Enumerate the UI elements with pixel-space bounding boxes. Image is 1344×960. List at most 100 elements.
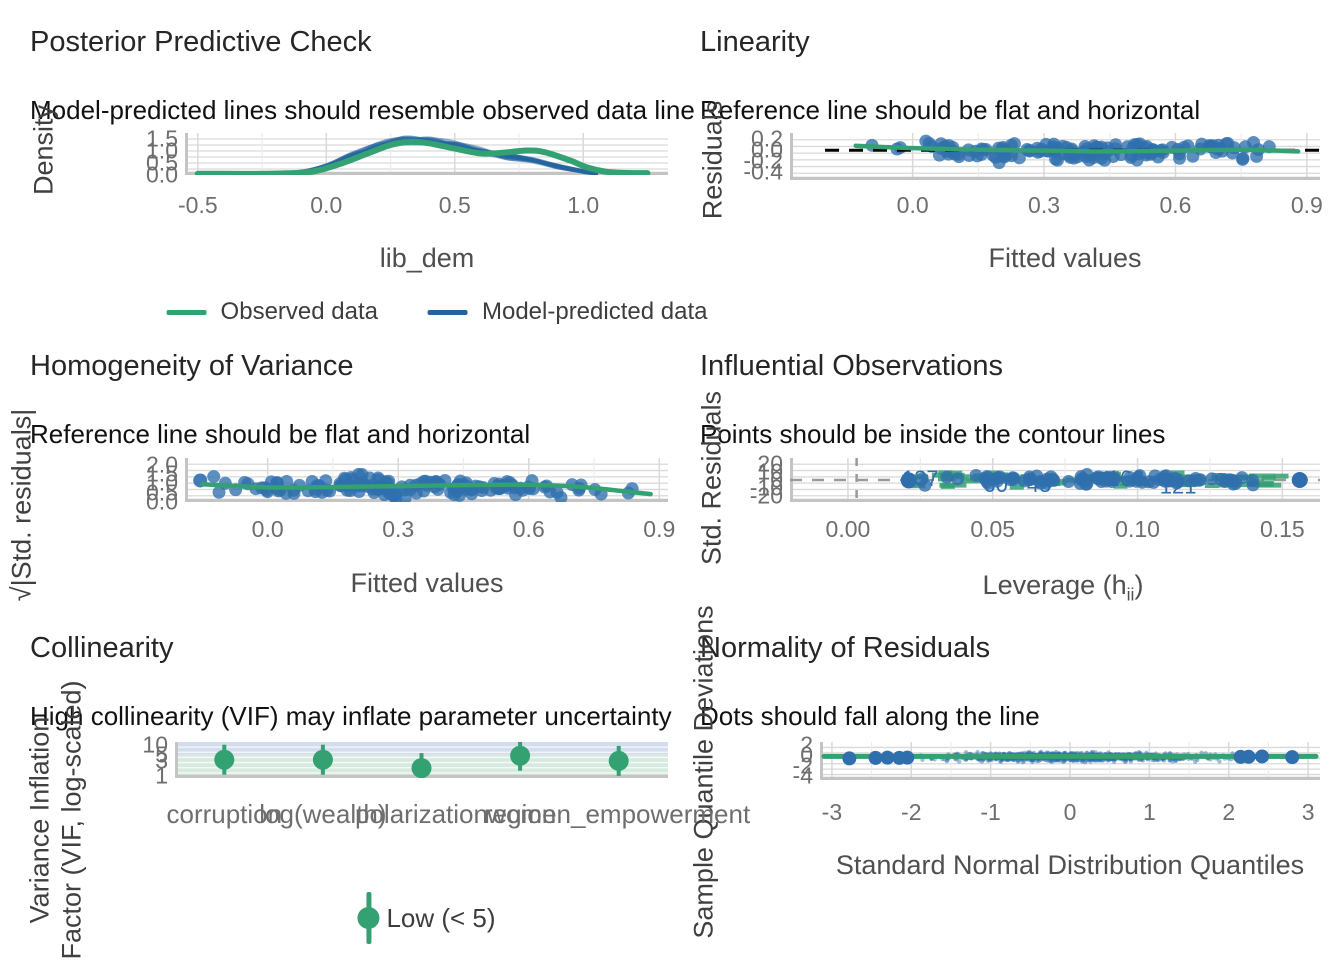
tick-label: 0 <box>1063 799 1077 825</box>
tick-label: 1 <box>1142 799 1156 825</box>
tick-label: corruption <box>166 799 283 829</box>
tick-label: polarization <box>355 799 488 829</box>
tick-label: -0.2 <box>743 147 783 174</box>
tick-label: 2.0 <box>146 451 178 478</box>
tick-label: 1.0 <box>567 192 600 218</box>
svg-text:137: 137 <box>902 466 939 491</box>
tick-label: 0 <box>800 741 813 768</box>
tick-label: -2 <box>792 752 813 779</box>
tick-label: region <box>483 799 557 829</box>
influential-y-axis-label: Std. Residuals <box>696 390 727 566</box>
tick-label: 0.6 <box>1159 192 1192 218</box>
legend-item-predicted: Model-predicted data <box>427 298 707 326</box>
svg-text:166: 166 <box>1108 466 1145 491</box>
homogeneity-y-axis-label: √|Std. residuals| <box>6 408 37 602</box>
tick-label: 10 <box>757 458 783 485</box>
tick-label: 5 <box>155 741 168 768</box>
tick-label: -10 <box>749 474 783 501</box>
tick-label: 0.0 <box>146 161 178 188</box>
linearity-title: Linearity <box>700 26 810 58</box>
tick-label: 0.15 <box>1259 516 1305 542</box>
tick-label: 0 <box>770 466 783 493</box>
homogeneity-title: Homogeneity of Variance <box>30 350 354 382</box>
svg-text:121: 121 <box>1160 474 1197 499</box>
ppc-x-axis-label: lib_dem <box>379 243 475 273</box>
tick-label: 0.0 <box>751 136 783 163</box>
linearity-y-axis-label: Residuals <box>697 100 728 220</box>
tick-label: women_empowerment <box>487 799 751 829</box>
svg-text:45: 45 <box>1027 472 1051 497</box>
influential-plot: 137 60 45 166 121 <box>790 458 1320 502</box>
collinearity-plot <box>175 742 668 778</box>
tick-label: 0.3 <box>1028 192 1061 218</box>
tick-label: 0.5 <box>146 479 178 506</box>
ppc-legend: Observed data Model-predicted data <box>149 298 726 326</box>
influential-subtitle: Points should be inside the contour line… <box>700 419 1166 449</box>
legend-item-observed: Observed data <box>166 298 378 326</box>
influential-x-axis-label: Leverage (hii) <box>982 570 1144 605</box>
tick-label: 0.9 <box>1290 192 1323 218</box>
linearity-x-axis-label: Fitted values <box>988 243 1142 273</box>
collinearity-y-axis-label-line2: Factor (VIF, log-scaled) <box>56 680 87 960</box>
tick-label: 1 <box>155 762 168 789</box>
ppc-plot <box>185 133 668 175</box>
homogeneity-plot <box>185 458 668 502</box>
homogeneity-x-axis-label: Fitted values <box>350 568 504 598</box>
tick-label: 1.5 <box>146 125 178 152</box>
tick-label: 1.0 <box>146 469 178 496</box>
tick-label: 0.0 <box>146 488 178 515</box>
legend-item-low-vif: Low (< 5) <box>357 892 496 944</box>
normality-subtitle: Dots should fall along the line <box>700 701 1040 731</box>
tick-label: 0.0 <box>251 516 284 542</box>
legend-label: Low (< 5) <box>386 902 496 933</box>
legend-label: Observed data <box>220 298 378 325</box>
linearity-subtitle: Reference line should be flat and horizo… <box>700 95 1201 125</box>
collinearity-subtitle: High collinearity (VIF) may inflate para… <box>30 701 672 731</box>
ppc-subtitle: Model-predicted lines should resemble ob… <box>30 95 695 125</box>
tick-label: 0.00 <box>825 516 871 542</box>
tick-label: 0.0 <box>310 192 343 218</box>
tick-label: 1.0 <box>146 137 178 164</box>
tick-label: -0.5 <box>178 192 218 218</box>
observed-line-swatch <box>166 309 207 315</box>
low-vif-point-icon <box>357 892 380 944</box>
tick-label: -20 <box>749 482 783 509</box>
normality-title: Normality of Residuals <box>700 632 991 664</box>
normality-y-axis-label: Sample Quantile Deviations <box>688 605 719 939</box>
tick-label: 0.2 <box>751 125 783 152</box>
normality-plot <box>820 742 1320 780</box>
collinearity-y-axis-label-line1: Variance Inflation <box>24 716 55 924</box>
tick-label: 0.5 <box>438 192 471 218</box>
collinearity-title: Collinearity <box>30 632 174 664</box>
tick-label: 20 <box>757 450 783 477</box>
tick-label: log(wealth) <box>259 799 387 829</box>
tick-label: 3 <box>1301 799 1315 825</box>
collinearity-legend: Low (< 5) <box>346 892 513 944</box>
tick-label: 10 <box>142 731 168 758</box>
tick-label: -3 <box>821 799 843 825</box>
tick-label: -4 <box>792 762 813 789</box>
tick-label: 0.3 <box>382 516 415 542</box>
predicted-line-swatch <box>427 309 468 315</box>
tick-label: -0.4 <box>743 158 783 185</box>
tick-label: 0.0 <box>896 192 929 218</box>
tick-label: 0.10 <box>1115 516 1160 542</box>
homogeneity-subtitle: Reference line should be flat and horizo… <box>30 419 531 449</box>
tick-label: 0.9 <box>643 516 676 542</box>
tick-label: -1 <box>980 799 1001 825</box>
tick-label: 0.6 <box>512 516 545 542</box>
tick-label: 0.05 <box>970 516 1016 542</box>
tick-label: 1.5 <box>146 460 178 487</box>
influential-title: Influential Observations <box>700 350 1004 382</box>
linearity-plot <box>790 133 1320 180</box>
tick-label: 3 <box>155 747 168 774</box>
tick-label: -2 <box>901 799 922 825</box>
normality-x-axis-label: Standard Normal Distribution Quantiles <box>835 850 1305 880</box>
ppc-title: Posterior Predictive Check <box>30 26 372 58</box>
tick-label: 2 <box>1222 799 1236 825</box>
tick-label: 2 <box>800 731 813 758</box>
svg-text:60: 60 <box>983 472 1007 497</box>
ppc-y-axis-label: Density <box>28 104 59 196</box>
tick-label: 0.5 <box>146 149 178 176</box>
